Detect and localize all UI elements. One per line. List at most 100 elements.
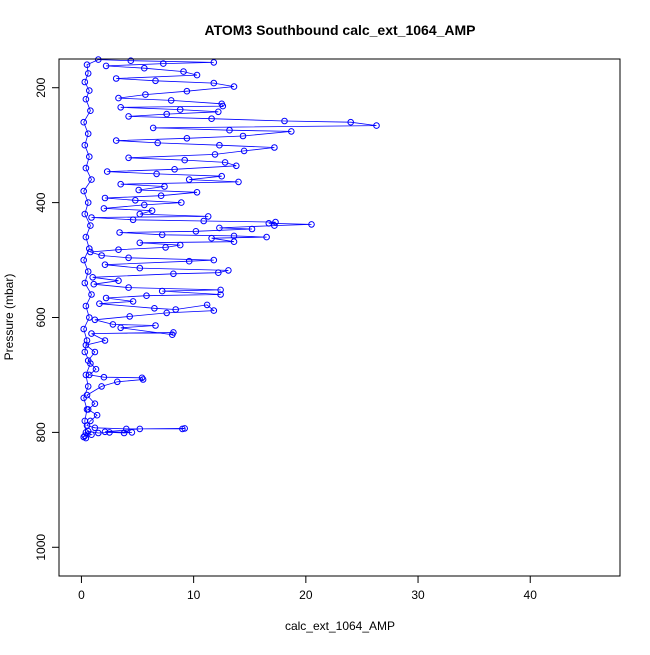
data-point-44: [151, 305, 158, 312]
data-point-152: [87, 107, 94, 114]
data-point-29: [91, 348, 99, 356]
x-tick-label-10: 10: [187, 588, 201, 602]
data-point-51: [217, 286, 224, 294]
data-point-145: [127, 57, 135, 65]
y-axis-label: Pressure (mbar): [2, 274, 16, 361]
data-point-30: [82, 341, 90, 349]
data-point-100: [185, 176, 193, 183]
chart-title: ATOM3 Southbound calc_ext_1064_AMP: [205, 22, 476, 38]
data-point-98: [117, 180, 124, 188]
data-point-108: [125, 154, 132, 162]
data-point-64: [98, 252, 105, 259]
y-tick-label-200: 200: [34, 77, 48, 97]
data-point-101: [218, 172, 225, 180]
data-point-174: [87, 360, 94, 367]
data-point-34: [169, 331, 176, 339]
data-point-104: [171, 166, 178, 173]
data-point-94: [157, 192, 165, 199]
data-point-48: [143, 292, 150, 300]
data-point-92: [132, 197, 139, 204]
data-point-119: [149, 124, 157, 132]
data-point-151: [82, 95, 90, 103]
data-point-170: [86, 314, 93, 321]
data-point-21: [98, 383, 105, 390]
x-axis-label: calc_ext_1064_AMP: [285, 619, 395, 633]
y-tick-label-800: 800: [34, 422, 48, 442]
data-point-142: [102, 62, 110, 70]
data-layer: [80, 56, 380, 442]
data-point-115: [183, 135, 191, 142]
data-point-180: [82, 434, 90, 442]
data-point-118: [226, 126, 233, 134]
data-point-143: [160, 60, 167, 67]
data-point-83: [200, 217, 207, 225]
data-point-31: [101, 337, 109, 344]
y-tick-label-600: 600: [34, 307, 48, 327]
data-point-176: [84, 383, 92, 390]
data-point-63: [125, 254, 132, 262]
data-point-107: [181, 156, 188, 164]
data-point-164: [86, 245, 93, 252]
data-point-140: [180, 68, 187, 75]
series-line-0: [83, 59, 377, 439]
data-point-75: [116, 229, 123, 236]
data-point-81: [265, 220, 273, 227]
data-point-179: [81, 417, 89, 425]
data-point-110: [240, 147, 248, 155]
data-point-93: [101, 194, 109, 202]
data-point-120: [373, 122, 380, 129]
data-point-37: [109, 321, 117, 328]
data-point-114: [112, 137, 120, 144]
data-point-116: [239, 132, 247, 140]
data-point-24: [138, 374, 146, 382]
data-point-72: [263, 233, 270, 241]
data-point-78: [216, 224, 223, 232]
data-point-105: [233, 162, 240, 170]
data-point-133: [142, 91, 149, 98]
data-point-161: [81, 210, 89, 218]
data-point-178: [83, 406, 91, 413]
data-point-95: [193, 189, 201, 196]
data-point-90: [141, 201, 148, 209]
data-point-5: [95, 429, 102, 437]
data-point-96: [135, 186, 142, 194]
data-point-54: [115, 277, 122, 285]
data-point-89: [100, 205, 108, 212]
data-point-109: [211, 151, 219, 158]
data-point-57: [215, 269, 222, 277]
data-point-157: [82, 164, 90, 172]
data-point-65: [87, 248, 94, 256]
y-tick-label-1000: 1000: [34, 534, 48, 561]
data-point-135: [230, 83, 238, 90]
x-tick-label-0: 0: [78, 588, 85, 602]
data-point-125: [163, 110, 170, 118]
data-point-68: [176, 241, 184, 249]
data-point-166: [84, 268, 92, 275]
data-point-40: [163, 309, 170, 317]
data-point-88: [148, 207, 156, 214]
data-point-147: [83, 61, 91, 68]
data-point-173: [81, 348, 89, 356]
data-point-91: [178, 199, 185, 206]
data-point-156: [86, 153, 93, 160]
x-tick-label-20: 20: [299, 588, 313, 602]
data-point-121: [347, 118, 355, 126]
data-point-79: [271, 222, 278, 229]
data-point-154: [84, 130, 92, 137]
data-point-175: [82, 371, 90, 379]
data-point-76: [192, 228, 200, 235]
data-point-97: [161, 183, 168, 190]
data-point-69: [136, 239, 144, 247]
data-point-172: [83, 337, 91, 344]
data-point-36: [152, 322, 159, 329]
data-point-163: [82, 233, 90, 241]
data-point-117: [288, 128, 295, 135]
data-point-132: [115, 94, 122, 102]
data-point-87: [136, 210, 144, 218]
data-point-22: [114, 378, 121, 386]
data-point-124: [125, 113, 132, 120]
data-point-99: [235, 178, 242, 186]
data-point-26: [86, 371, 93, 379]
data-point-66: [115, 246, 122, 253]
data-point-168: [88, 291, 95, 298]
